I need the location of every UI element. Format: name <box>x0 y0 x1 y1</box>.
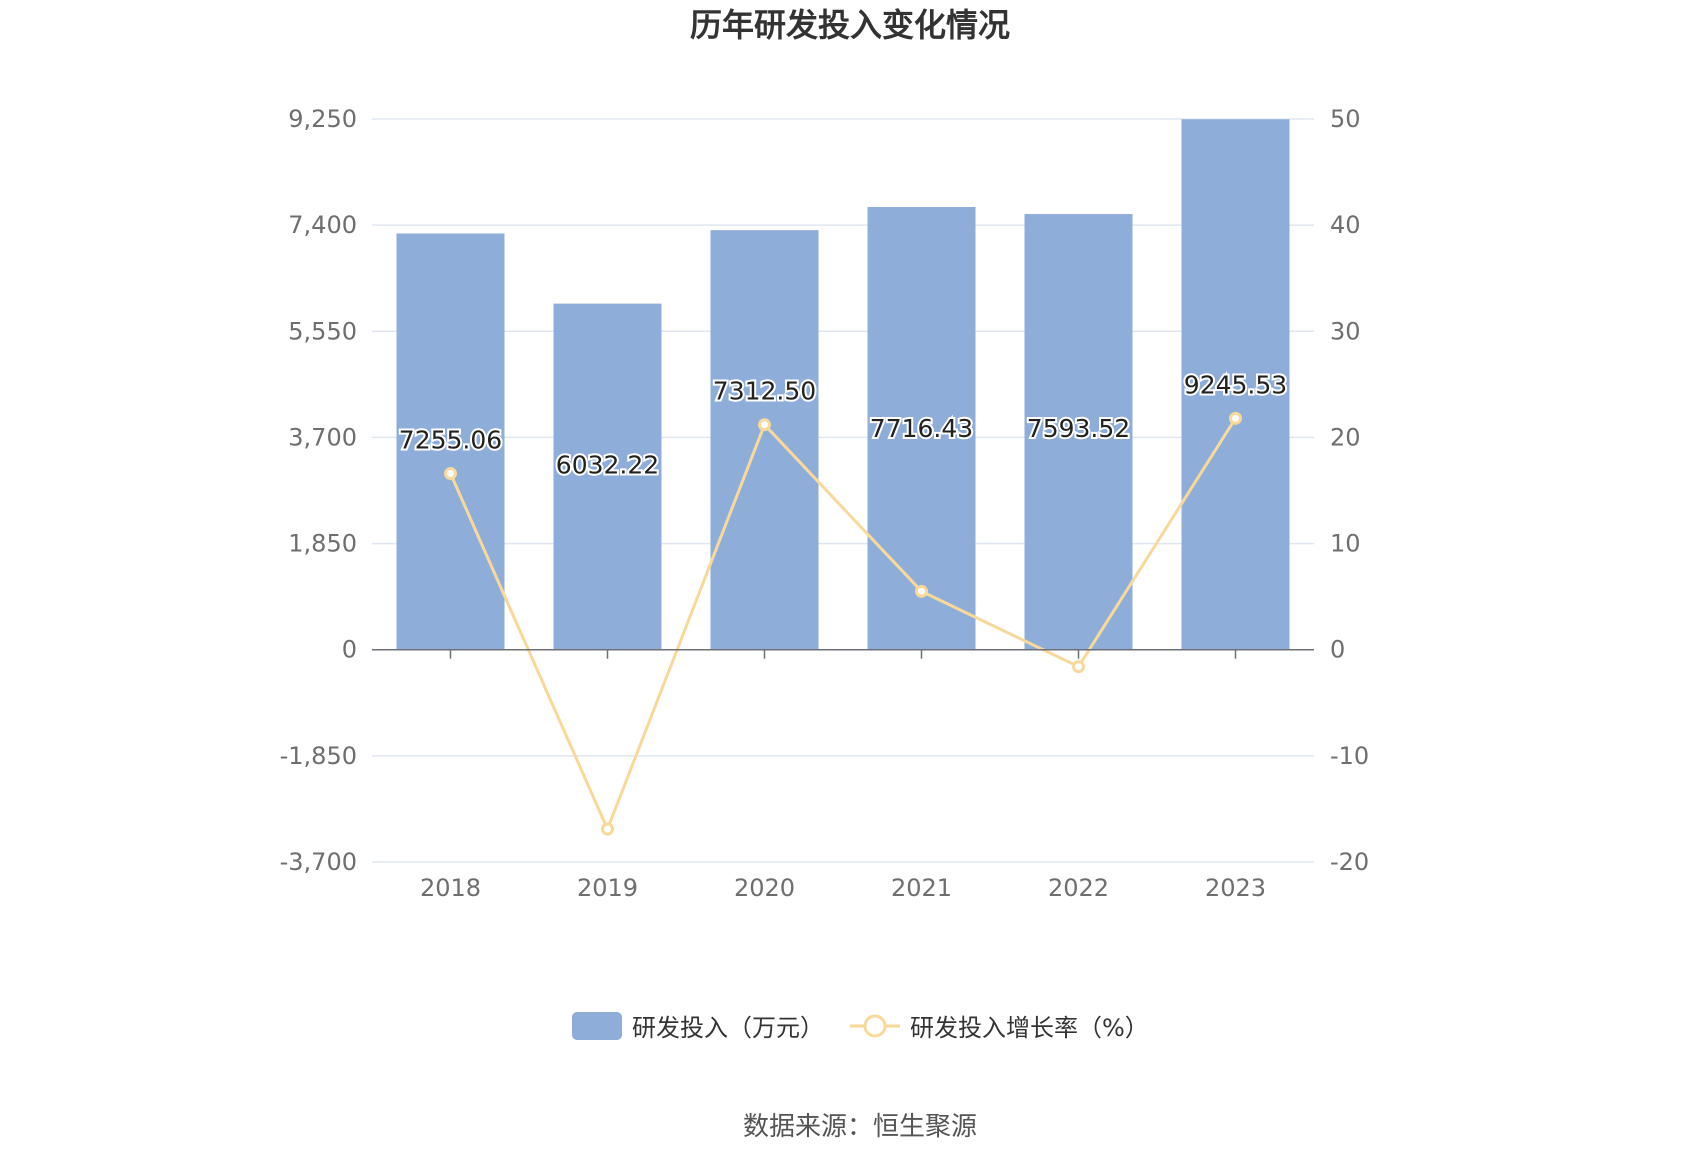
x-tick-label: 2022 <box>1048 874 1109 902</box>
growth-point <box>444 467 457 481</box>
x-tick-label: 2021 <box>891 874 952 902</box>
chart-title: 历年研发投入变化情况 <box>690 6 1010 44</box>
growth-point <box>915 584 928 598</box>
growth-point <box>1229 411 1242 425</box>
bar-value-label: 7312.50 <box>713 377 816 406</box>
bar-value-label: 6032.22 <box>556 451 659 480</box>
y-left-tick-label: -1,850 <box>280 742 357 770</box>
y-right-tick-label: 20 <box>1330 423 1361 451</box>
data-labels: 7255.06 6032.22 7312.50 7716.43 7593.52 9245.… <box>397 368 1289 481</box>
y-right-tick-label: 10 <box>1330 530 1361 558</box>
growth-point <box>1072 660 1085 674</box>
legend-line-label: 研发投入增长率（%） <box>910 1014 1149 1042</box>
bar-series <box>396 119 1290 650</box>
y-left-tick-label: 5,550 <box>288 317 357 345</box>
y-left-tick-label: 7,400 <box>288 211 357 239</box>
bar-value-label: 7716.43 <box>870 414 973 443</box>
bar <box>1024 214 1133 650</box>
bar-value-label: 7255.06 <box>399 426 502 455</box>
legend-line-marker <box>863 1014 887 1038</box>
y-left-tick-label: -3,700 <box>280 848 357 876</box>
growth-point <box>758 418 771 432</box>
legend: 研发投入（万元） 研发投入增长率（%） <box>572 1012 1149 1042</box>
x-tick-label: 2023 <box>1205 874 1266 902</box>
x-tick-label: 2018 <box>420 874 481 902</box>
y-right-tick-label: 0 <box>1330 636 1345 664</box>
y-right-tick-label: 50 <box>1330 105 1361 133</box>
bar-value-label: 9245.53 <box>1184 370 1287 399</box>
bar <box>553 303 662 650</box>
source-note: 数据来源：恒生聚源 <box>743 1112 977 1142</box>
x-tick-label: 2020 <box>734 874 795 902</box>
bar <box>1181 119 1290 650</box>
y-right-tick-label: -20 <box>1330 848 1369 876</box>
y-left-tick-label: 3,700 <box>288 423 357 451</box>
line-series <box>444 411 1242 836</box>
y-right-tick-label: 40 <box>1330 211 1361 239</box>
grid-lines <box>372 118 1314 863</box>
legend-bar-label: 研发投入（万元） <box>632 1014 824 1042</box>
legend-bar-swatch <box>572 1012 622 1040</box>
bar <box>710 230 819 650</box>
x-tick-label: 2019 <box>577 874 638 902</box>
y-left-tick-label: 1,850 <box>288 530 357 558</box>
bar <box>396 233 505 650</box>
y-right-tick-label: 30 <box>1330 317 1361 345</box>
y-left-tick-label: 9,250 <box>288 105 357 133</box>
growth-point <box>601 822 614 836</box>
y-right-tick-label: -10 <box>1330 742 1369 770</box>
axes: 9,250 50 7,400 40 5,550 30 3,700 20 1,850 10 0 0 -1,… <box>280 105 1370 902</box>
bar-value-label: 7593.52 <box>1027 414 1130 443</box>
bar <box>867 206 976 650</box>
growth-line <box>449 417 1237 831</box>
y-left-tick-label: 0 <box>342 636 357 664</box>
